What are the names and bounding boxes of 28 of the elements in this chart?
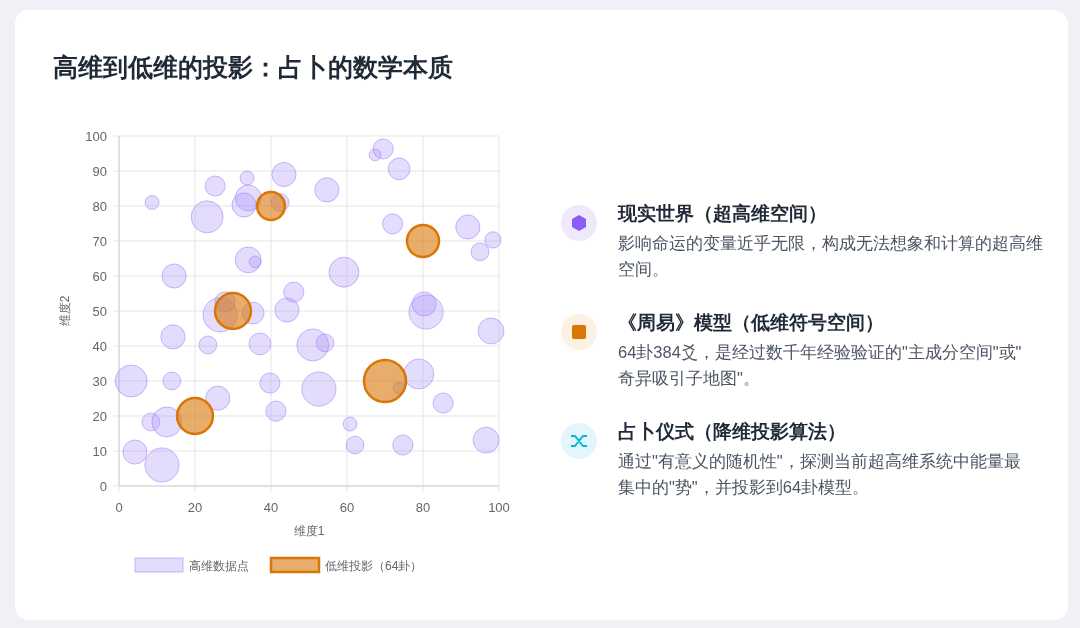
y-tick-label: 80 — [92, 198, 107, 214]
y-tick-label: 60 — [92, 268, 107, 284]
text: 现实世界（超高维空间） — [617, 203, 827, 224]
text: 《周易》模型（低维符号空间） — [618, 312, 884, 333]
text: 影响命运的变量近乎无限，构成无法想象和计算的超高维空间。 — [618, 234, 1043, 278]
y-tick-label: 100 — [85, 128, 107, 144]
y-tick-label: 20 — [92, 408, 107, 424]
x-tick-label: 100 — [488, 500, 510, 515]
y-tick-label: 70 — [92, 233, 107, 249]
y-tick-label: 90 — [92, 163, 107, 179]
y-axis-title: 维度2 — [58, 295, 72, 327]
x-tick-label: 80 — [415, 500, 431, 515]
x-tick-label: 40 — [263, 500, 279, 515]
x-axis-title: 维度1 — [293, 524, 325, 538]
legend-label: 高维数据点 — [189, 558, 249, 573]
x-tick-label: 60 — [339, 500, 355, 515]
y-tick-label: 30 — [92, 373, 107, 389]
text: 占卜仪式（降维投影算法） — [618, 421, 846, 442]
y-tick-label: 0 — [99, 478, 107, 494]
y-tick-label: 10 — [92, 443, 107, 459]
y-tick-label: 50 — [92, 303, 107, 319]
y-tick-label: 40 — [92, 338, 107, 354]
legend-label: 低维投影（64卦） — [325, 558, 423, 573]
text: 64卦384爻，是经过数千年经验验证的"主成分空间"或"奇异吸引子地图"。 — [618, 343, 1022, 387]
chart-title: 高维到低维的投影：占卜的数学本质 — [53, 53, 453, 81]
x-tick-label: 0 — [115, 500, 123, 515]
x-tick-label: 20 — [187, 500, 203, 515]
text: 通过"有意义的随机性"，探测当前超高维系统中能量最集中的"势"，并投影到64卦模型。 — [618, 452, 1021, 496]
